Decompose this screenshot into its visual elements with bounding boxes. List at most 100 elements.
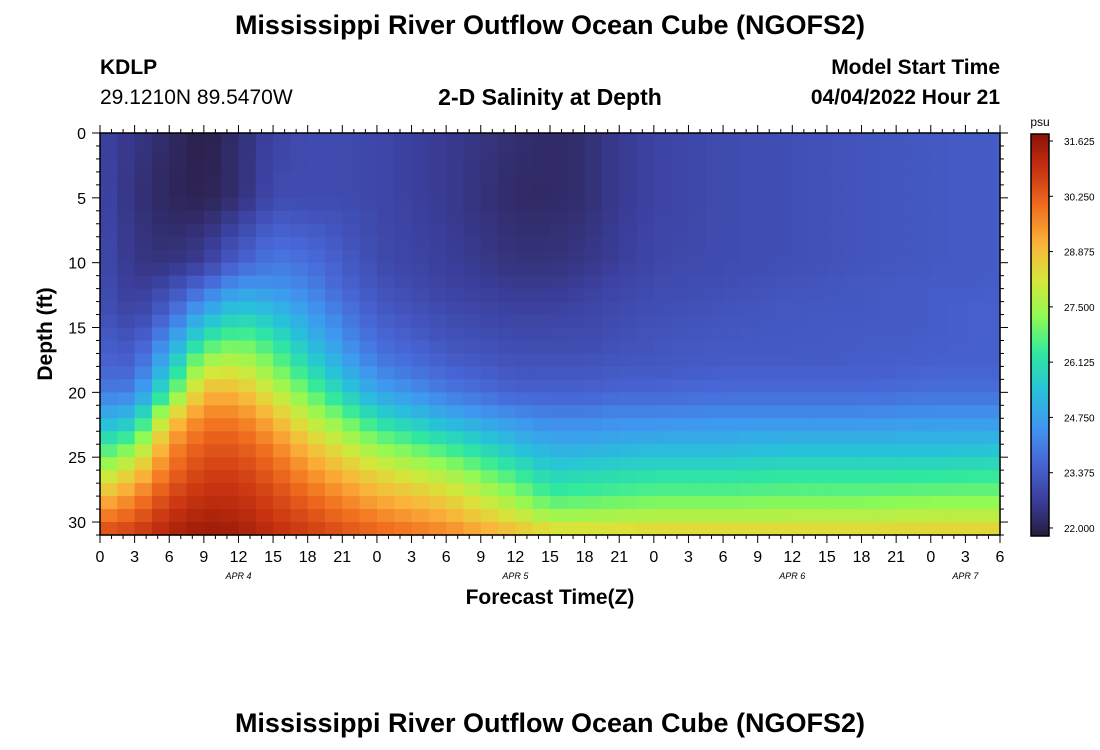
heatmap-cell [325,249,343,264]
heatmap-cell [325,262,343,277]
heatmap-cell [532,197,551,212]
heatmap-cell [601,418,620,432]
heatmap-cell [463,457,482,471]
heatmap-cell [325,301,343,316]
heatmap-cell [100,171,118,186]
heatmap-cell [446,301,465,316]
heatmap-cell [896,262,915,277]
heatmap-cell [169,197,188,212]
heatmap-cell [342,262,361,277]
heatmap-cell [982,483,1001,497]
heatmap-cell [982,457,1001,471]
heatmap-cell [878,483,897,497]
heatmap-cell [394,405,413,419]
heatmap-cell [844,197,863,212]
heatmap-cell [515,444,534,458]
heatmap-cell [723,366,741,380]
heatmap-cell [584,418,603,432]
heatmap-cell [809,197,828,212]
heatmap-cell [792,171,811,186]
heatmap-cell [775,509,793,523]
heatmap-cell [498,483,516,497]
heatmap-cell [498,288,516,303]
heatmap-cell [117,145,136,160]
heatmap-cell [550,496,568,510]
heatmap-cell [584,457,603,471]
heatmap-cell [359,314,378,329]
heatmap-cell [844,340,863,355]
heatmap-cell [498,275,516,290]
heatmap-cell [307,314,326,329]
x-tick-label: 9 [199,549,208,566]
heatmap-cell [671,379,690,393]
heatmap-cell [982,210,1001,225]
heatmap-cell [965,210,984,225]
heatmap-cell [584,366,603,380]
heatmap-cell [238,340,257,355]
heatmap-cell [359,197,378,212]
heatmap-cell [792,392,811,406]
x-tick-label: 3 [407,549,416,566]
heatmap-cell [117,444,136,458]
heatmap-cell [913,197,932,212]
heatmap-cell [100,210,118,225]
heatmap-cell [446,184,465,199]
heatmap-cell [601,262,620,277]
heatmap-cell [757,184,776,199]
heatmap-cell [515,457,534,471]
heatmap-cell [913,366,932,380]
heatmap-cell [273,210,291,225]
heatmap-cell [134,171,153,186]
heatmap-cell [428,184,447,199]
heatmap-cell [498,379,516,393]
heatmap-cell [411,262,430,277]
heatmap-cell [844,509,863,523]
heatmap-cell [325,379,343,393]
heatmap-cell [948,327,966,342]
heatmap-cell [428,379,447,393]
heatmap-cell [601,275,620,290]
heatmap-cell [982,158,1001,173]
heatmap-cell [930,405,949,419]
heatmap-cell [134,133,153,147]
heatmap-cell [930,379,949,393]
heatmap-cell [567,275,586,290]
heatmap-cell [428,431,447,445]
heatmap-cell [757,327,776,342]
heatmap-cell [480,418,499,432]
heatmap-cell [826,314,845,329]
heatmap-cell [446,509,465,523]
heatmap-cell [307,145,326,160]
heatmap-cell [671,171,690,186]
heatmap-cell [740,236,759,251]
heatmap-cell [221,418,240,432]
heatmap-cell [792,496,811,510]
x-tick-label: 12 [783,549,801,566]
heatmap-cell [480,133,499,147]
heatmap-cell [930,457,949,471]
heatmap-cell [307,444,326,458]
heatmap-cell [913,288,932,303]
heatmap-cell [117,133,136,147]
heatmap-cell [775,301,793,316]
heatmap-cell [584,509,603,523]
colorbar-tick-label: 28.875 [1064,248,1095,259]
heatmap-cell [775,275,793,290]
heatmap-cell [792,340,811,355]
heatmap-cell [913,405,932,419]
heatmap-cell [930,392,949,406]
heatmap-cell [705,379,724,393]
heatmap-cell [757,275,776,290]
heatmap-cell [255,457,274,471]
heatmap-cell [775,288,793,303]
heatmap-cell [913,509,932,523]
heatmap-cell [203,470,222,484]
heatmap-cell [671,210,690,225]
heatmap-cell [671,496,690,510]
heatmap-cell [792,158,811,173]
heatmap-cell [238,275,257,290]
heatmap-cell [480,522,499,536]
heatmap-cell [740,288,759,303]
heatmap-cell [965,184,984,199]
heatmap-cell [255,418,274,432]
